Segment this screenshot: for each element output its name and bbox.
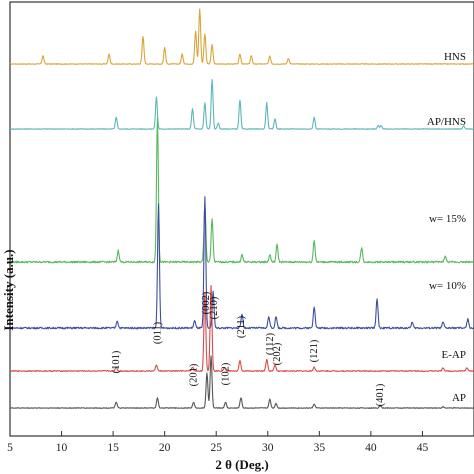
series-line-4 <box>9 284 474 373</box>
x-tick-label-0: 5 <box>7 442 13 454</box>
series-line-1 <box>9 78 474 130</box>
series-label-1: AP/HNS <box>427 116 466 128</box>
hkl-label-9: (121) <box>309 339 320 362</box>
x-axis-ticks: 5 10 15 20 25 30 35 40 45 <box>7 431 428 454</box>
hkl-label-6: (211) <box>236 315 247 338</box>
series-label-5: AP <box>452 392 466 404</box>
series-layer: HNS AP/HNS w= 15% w= 10% E-AP AP <box>9 8 474 409</box>
series-label-4: E-AP <box>442 349 466 361</box>
hkl-label-1: (011) <box>152 321 163 344</box>
series-label-3: w= 10% <box>429 280 466 292</box>
hkl-label-2: (201) <box>189 363 200 386</box>
x-tick-label-8: 45 <box>417 442 429 454</box>
hkl-label-7: (112) <box>265 332 276 355</box>
series-line-5 <box>9 355 474 409</box>
hkl-annotations: (101) (011) (201) (002)(210) (102) (211) (112)… <box>111 291 386 406</box>
x-tick-label-6: 35 <box>314 442 326 454</box>
series-label-2: w= 15% <box>429 213 466 225</box>
x-tick-label-4: 25 <box>210 442 222 454</box>
x-tick-label-5: 30 <box>262 442 274 454</box>
x-tick-label-7: 40 <box>365 442 377 454</box>
plot-frame <box>9 1 474 437</box>
series-label-0: HNS <box>444 51 466 63</box>
y-axis-title: Intensity (a.u.) <box>1 249 16 330</box>
series-line-0 <box>9 8 474 65</box>
hkl-label-5: (102) <box>221 362 232 385</box>
x-tick-label-2: 15 <box>107 442 119 454</box>
hkl-label-10: (401) <box>375 383 386 406</box>
x-axis-title: 2 θ (Deg.) <box>215 457 268 472</box>
hkl-label-8: (202) <box>272 342 283 365</box>
series-line-2 <box>9 117 474 264</box>
hkl-label-4: (210) <box>209 296 220 319</box>
series-line-3 <box>9 196 474 330</box>
x-tick-label-3: 20 <box>159 442 171 454</box>
hkl-label-3: (002) <box>201 291 212 314</box>
hkl-label-0: (101) <box>111 350 122 373</box>
x-tick-label-1: 10 <box>56 442 68 454</box>
